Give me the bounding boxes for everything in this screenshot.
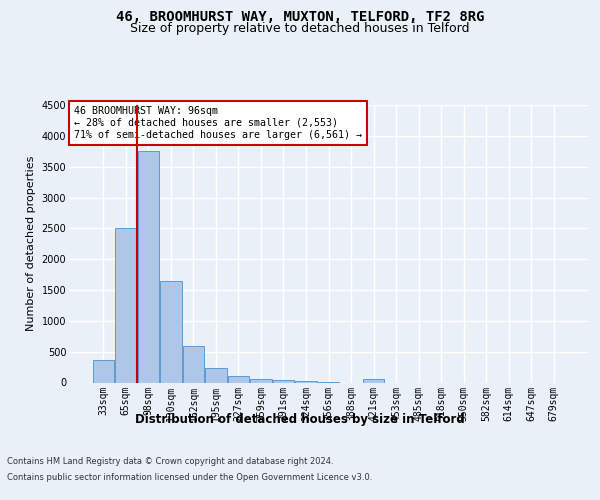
Y-axis label: Number of detached properties: Number of detached properties <box>26 156 36 332</box>
Bar <box>182 346 204 383</box>
Text: Contains HM Land Registry data © Crown copyright and database right 2024.: Contains HM Land Registry data © Crown c… <box>7 458 334 466</box>
Bar <box>115 228 137 382</box>
Bar <box>273 380 294 382</box>
Bar <box>137 151 159 382</box>
Bar <box>228 376 249 382</box>
Bar <box>205 368 227 382</box>
Text: Contains public sector information licensed under the Open Government Licence v3: Contains public sector information licen… <box>7 472 373 482</box>
Bar <box>160 282 182 382</box>
Bar <box>92 360 114 382</box>
Text: Distribution of detached houses by size in Telford: Distribution of detached houses by size … <box>135 412 465 426</box>
Text: Size of property relative to detached houses in Telford: Size of property relative to detached ho… <box>130 22 470 35</box>
Bar <box>363 379 384 382</box>
Text: 46 BROOMHURST WAY: 96sqm
← 28% of detached houses are smaller (2,553)
71% of sem: 46 BROOMHURST WAY: 96sqm ← 28% of detach… <box>74 106 362 140</box>
Bar <box>250 379 272 382</box>
Text: 46, BROOMHURST WAY, MUXTON, TELFORD, TF2 8RG: 46, BROOMHURST WAY, MUXTON, TELFORD, TF2… <box>116 10 484 24</box>
